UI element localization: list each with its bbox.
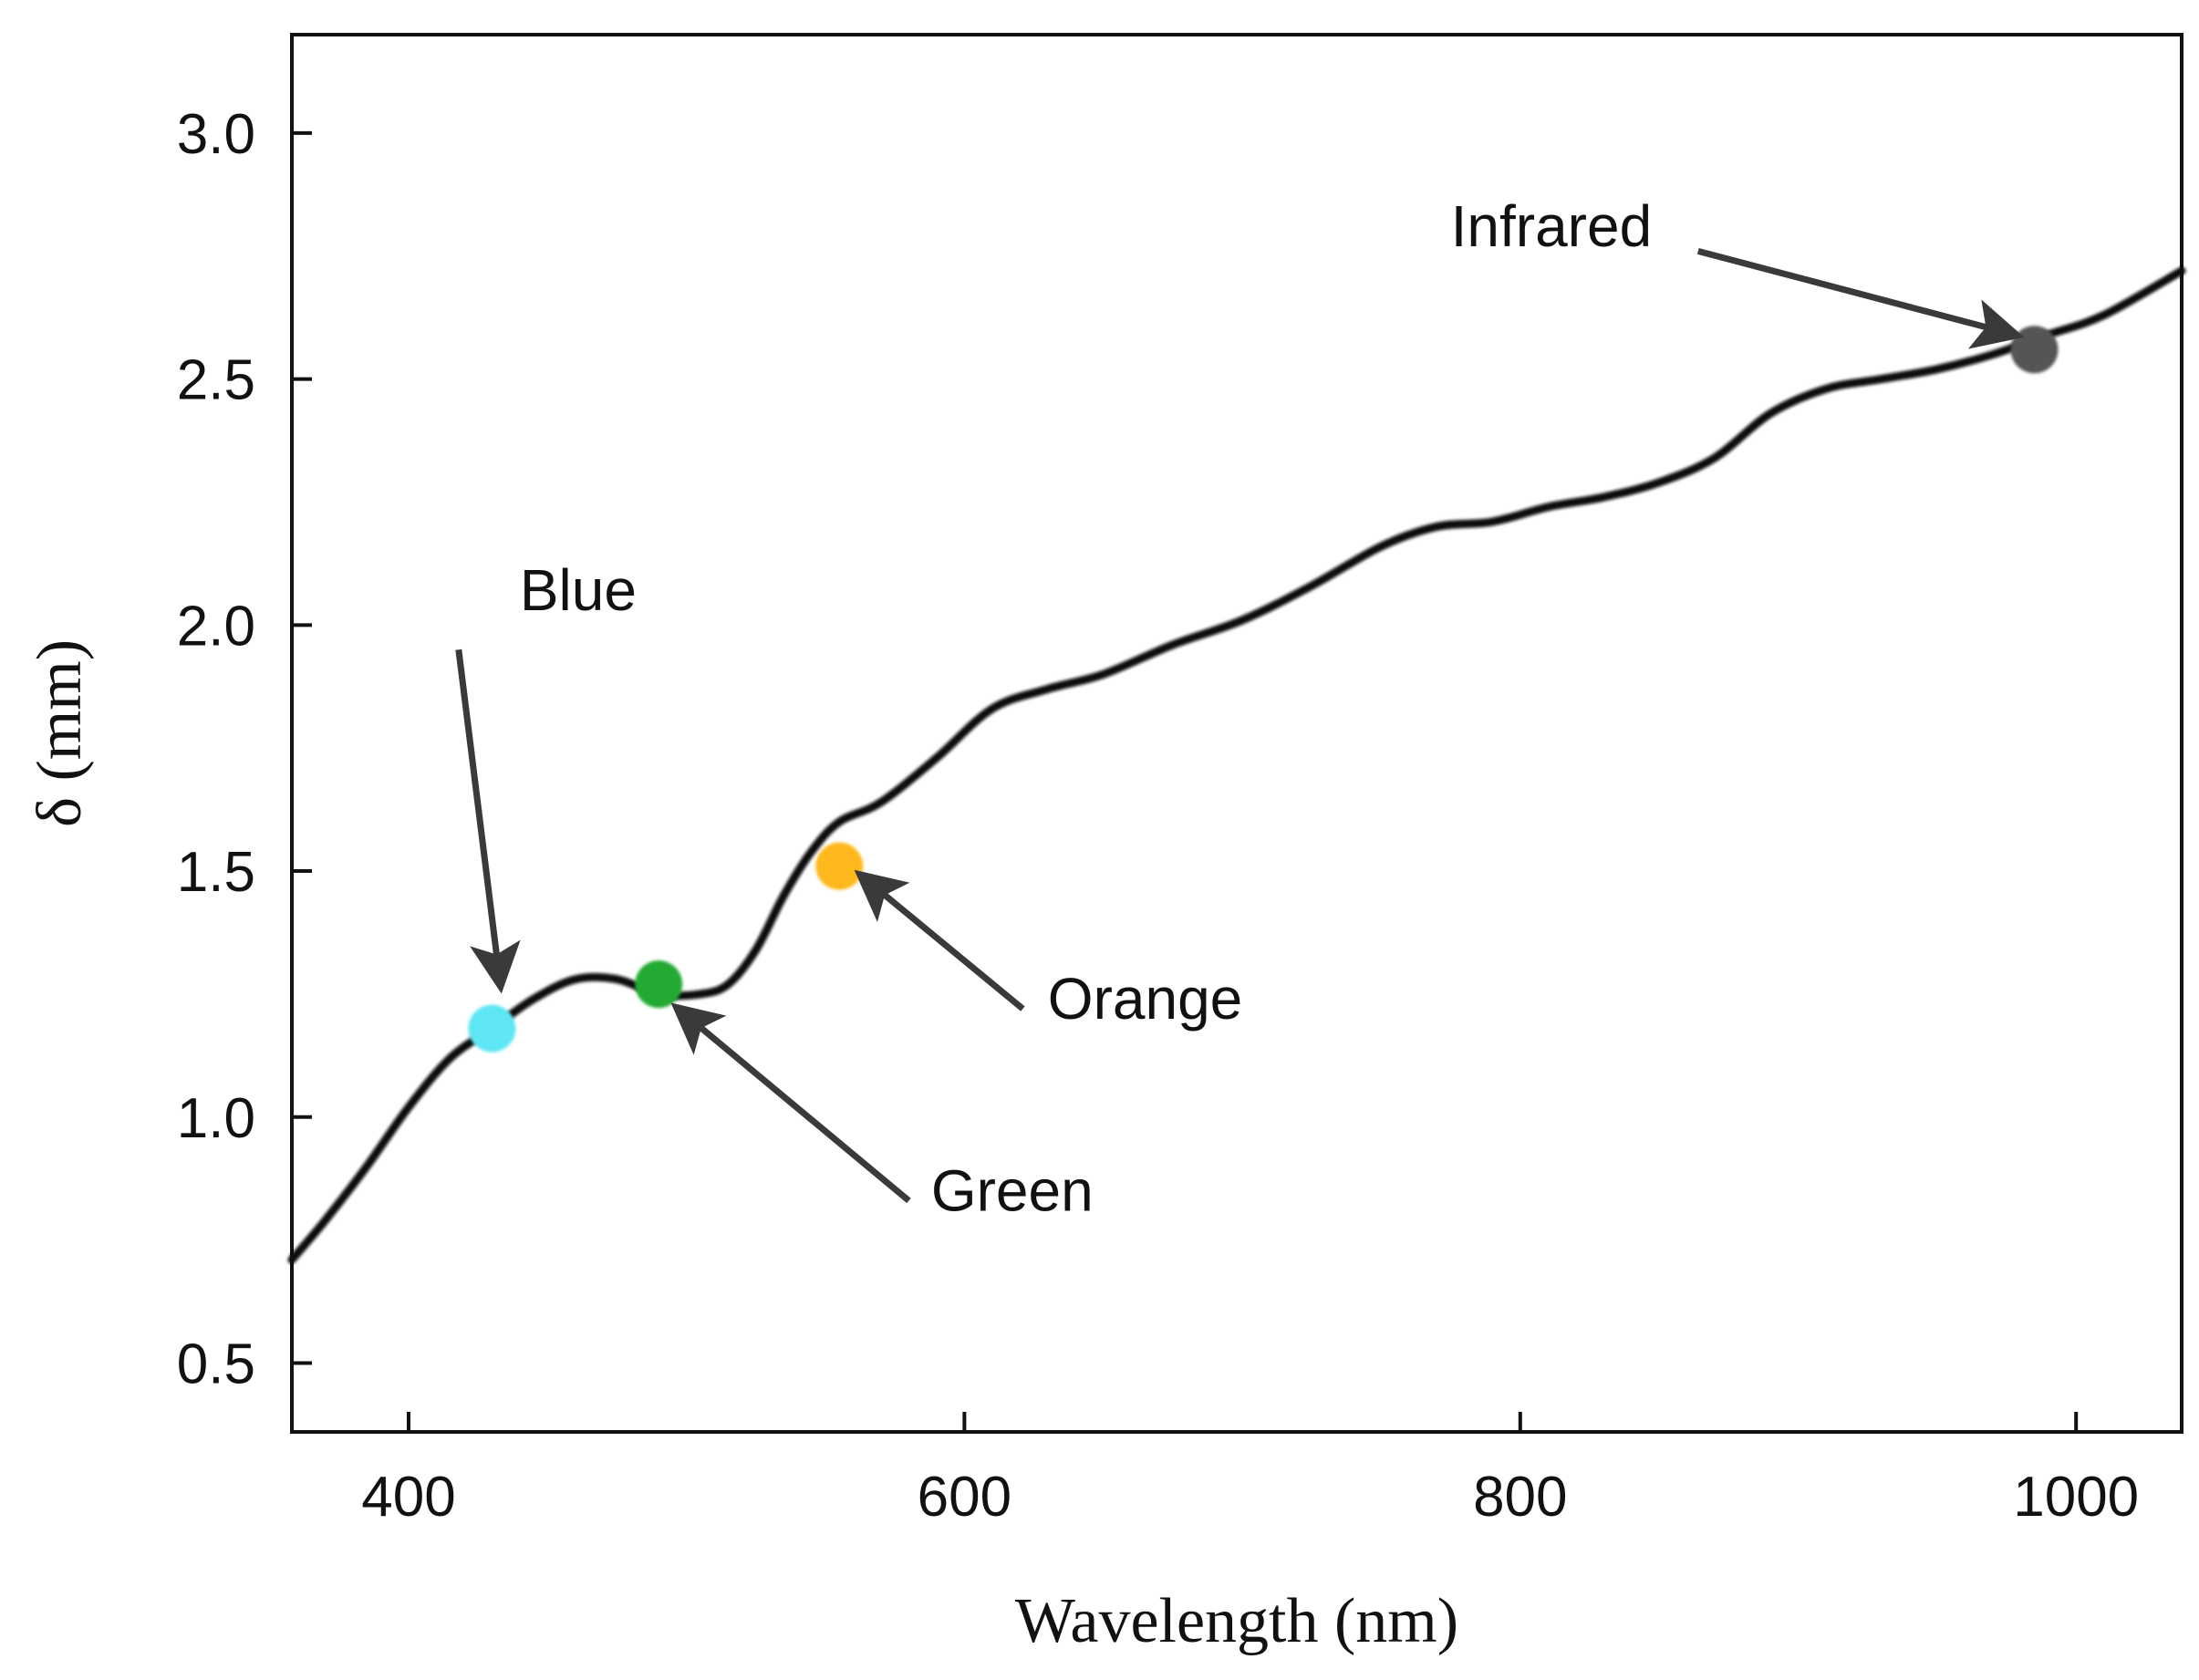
x-tick-label: 1000 — [2013, 1466, 2139, 1529]
y-axis-title: δ (mm) — [25, 639, 95, 827]
series-line — [287, 266, 2186, 1264]
marker-green — [635, 960, 683, 1009]
plot-frame — [290, 33, 2183, 1434]
ticks: 400 600 800 1000 0.5 1.0 1.5 2.0 2.5 3.0 — [177, 103, 2139, 1529]
y-tick-label: 1.0 — [177, 1087, 255, 1150]
y-tick-label: 3.0 — [177, 103, 255, 166]
x-tick-label: 800 — [1473, 1466, 1567, 1529]
y-tick-label: 2.0 — [177, 595, 255, 658]
label-green: Green — [931, 1157, 1094, 1223]
label-blue: Blue — [520, 557, 637, 623]
marker-blue — [468, 1004, 516, 1053]
arrow-orange — [854, 869, 1025, 1011]
label-orange: Orange — [1048, 966, 1242, 1032]
marker-orange — [815, 842, 864, 890]
series-layer — [287, 266, 2186, 1264]
marker-infrared — [2010, 326, 2059, 374]
arrow-infrared — [1696, 247, 2025, 349]
label-infrared: Infrared — [1451, 193, 1653, 259]
y-tick-label: 2.5 — [177, 349, 255, 412]
y-tick-label: 1.5 — [177, 841, 255, 904]
markers — [468, 326, 2059, 1053]
plot-area — [290, 33, 2183, 1434]
x-tick-label: 400 — [361, 1466, 455, 1529]
annotations: Blue Green Orange Infrared — [455, 193, 2025, 1223]
arrow-green — [670, 1002, 911, 1204]
arrow-blue — [455, 648, 521, 994]
x-tick-label: 600 — [918, 1466, 1011, 1529]
y-tick-label: 0.5 — [177, 1333, 255, 1395]
x-axis-title: Wavelength (nm) — [1015, 1586, 1458, 1656]
